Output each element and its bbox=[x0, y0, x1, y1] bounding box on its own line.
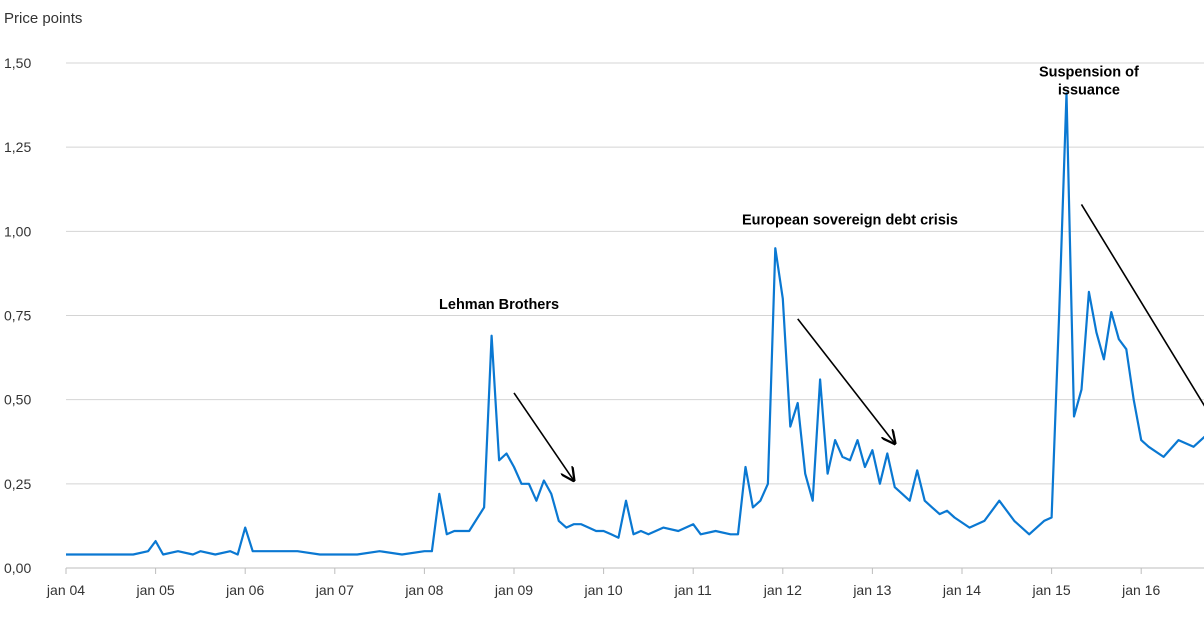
x-tick-label: jan 07 bbox=[315, 582, 354, 598]
x-tick-label: jan 04 bbox=[46, 582, 85, 598]
y-tick-label: 1,25 bbox=[4, 139, 31, 155]
y-tick-label: 1,50 bbox=[4, 55, 31, 71]
series-line bbox=[66, 92, 1204, 556]
x-tick-label: jan 06 bbox=[225, 582, 264, 598]
x-tick-label: jan 13 bbox=[852, 582, 891, 598]
y-tick-label: 0,75 bbox=[4, 308, 31, 324]
annotation-arrow bbox=[1080, 203, 1204, 407]
y-tick-labels: 0,00 0,25 0,50 0,75 1,00 1,25 1,50 bbox=[4, 55, 31, 576]
x-tick-label: jan 05 bbox=[136, 582, 175, 598]
y-tick-label: 0,25 bbox=[4, 476, 31, 492]
x-tick-label: jan 15 bbox=[1032, 582, 1071, 598]
gridlines bbox=[66, 62, 1204, 569]
annotation-arrow bbox=[797, 318, 895, 444]
annotation-label: Suspension of issuance bbox=[1039, 64, 1139, 98]
x-tick-label: jan 08 bbox=[404, 582, 443, 598]
x-tick-label: jan 14 bbox=[942, 582, 981, 598]
x-tick-label: jan 09 bbox=[494, 582, 533, 598]
x-tick-label: jan 12 bbox=[763, 582, 802, 598]
y-tick-label: 1,00 bbox=[4, 223, 31, 239]
annotation-label: Lehman Brothers bbox=[439, 297, 559, 313]
y-axis-label: Price points bbox=[4, 10, 82, 27]
annotations: Lehman Brothers European sovereign debt c… bbox=[439, 64, 1204, 480]
x-tick-label: jan 10 bbox=[584, 582, 623, 598]
annotation-label: European sovereign debt crisis bbox=[742, 213, 958, 229]
x-tick-label: jan 11 bbox=[674, 582, 712, 598]
annotation-arrow bbox=[513, 392, 574, 481]
y-tick-label: 0,50 bbox=[4, 392, 31, 408]
x-tick-labels: jan 04 jan 05 jan 06 jan 07 jan 08 jan 09 jan … bbox=[46, 568, 1160, 598]
x-tick-label: jan 16 bbox=[1121, 582, 1160, 598]
y-tick-label: 0,00 bbox=[4, 560, 31, 576]
